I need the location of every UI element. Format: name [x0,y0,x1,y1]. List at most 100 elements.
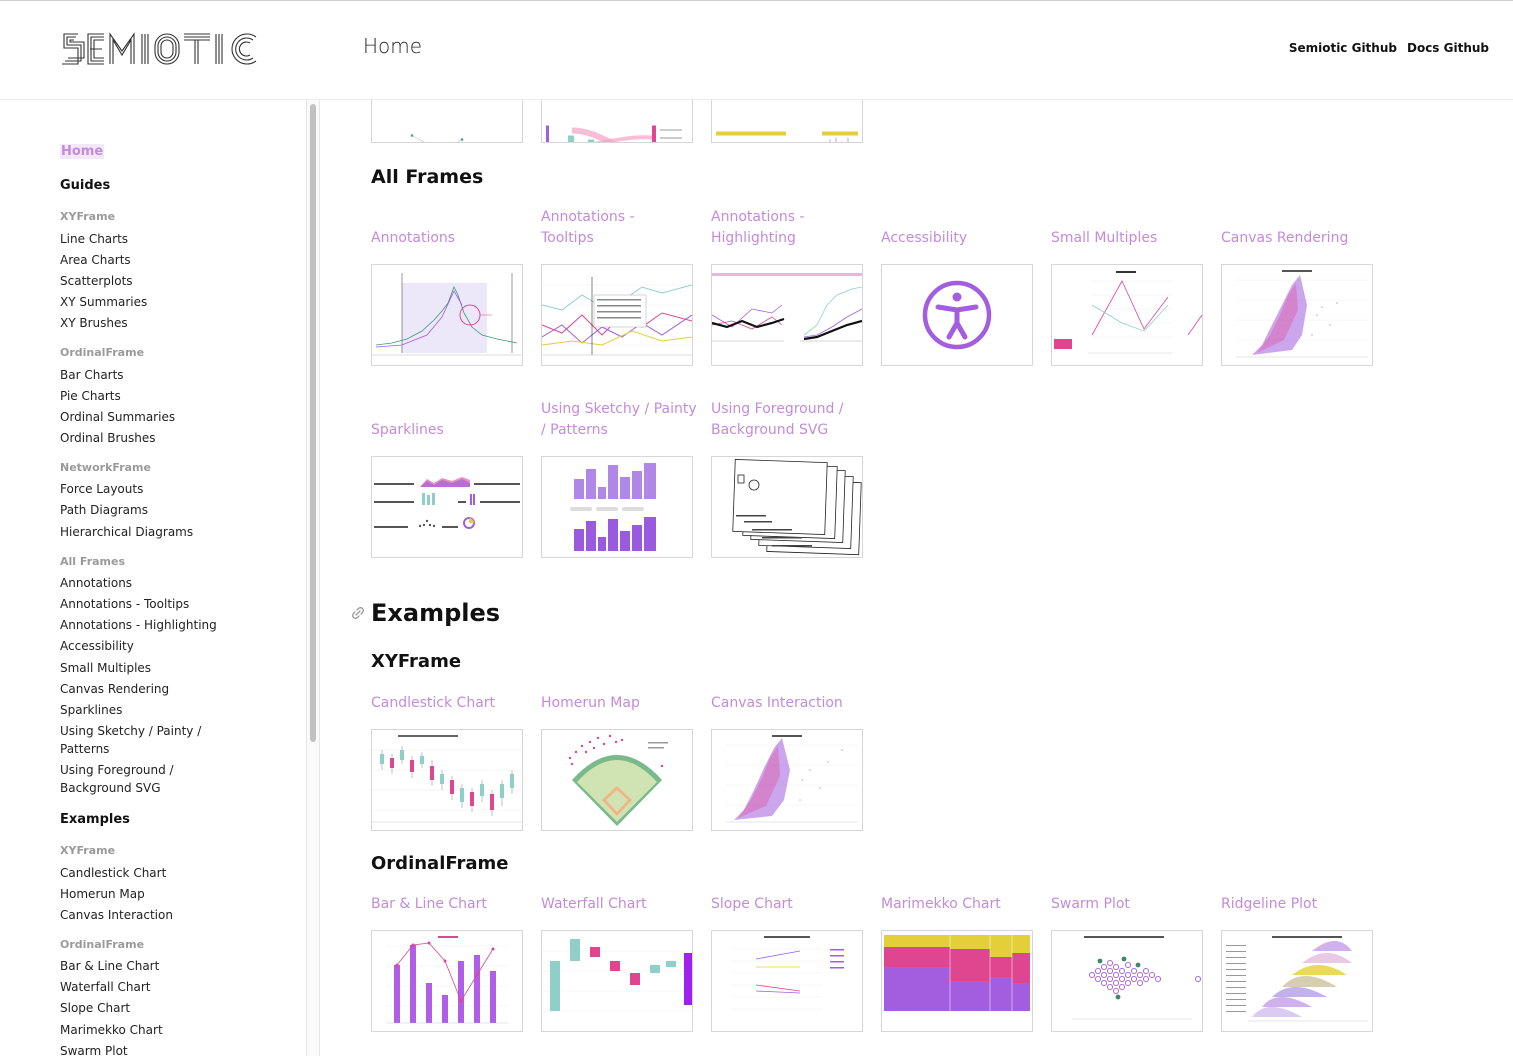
thumb-annotations[interactable] [371,264,523,366]
thumb-foreground[interactable] [711,456,863,558]
sidebar-item-bar-charts[interactable]: Bar Charts [60,368,124,382]
bar-line-chart-icon [386,936,508,1024]
thumb-small-multiples[interactable] [1051,264,1203,366]
sidebar-item-sketchy-line1[interactable]: Using Sketchy / Painty / [60,724,202,738]
sidebar-item-path-diagrams[interactable]: Path Diagrams [60,503,148,517]
thumb-sankey-partial[interactable] [541,100,693,143]
baseball-field-icon [568,734,668,826]
card-title-candlestick-chart[interactable]: Candlestick Chart [371,695,496,711]
swarm-plot-icon [1072,936,1202,1020]
sidebar-group-all-frames[interactable]: All Frames [60,555,126,568]
sidebar-item-homerun-map[interactable]: Homerun Map [60,887,145,901]
card-title-slope-chart[interactable]: Slope Chart [711,896,793,912]
sidebar-item-hierarchical-diagrams[interactable]: Hierarchical Diagrams [60,525,194,539]
sidebar-item-ordinal-brushes[interactable]: Ordinal Brushes [60,431,156,445]
thumb-canvas-interaction[interactable] [711,729,863,831]
sidebar-item-sketchy-line2[interactable]: Patterns [60,742,110,756]
card-title-annotations[interactable]: Annotations [371,230,456,246]
thumb-marimekko-chart[interactable] [881,930,1033,1032]
accessibility-icon [922,280,992,350]
sidebar-item-foreground-line2[interactable]: Background SVG [60,781,161,795]
card-title-accessibility[interactable]: Accessibility [881,230,968,246]
sidebar-item-area-charts[interactable]: Area Charts [60,253,131,267]
sidebar-item-canvas-interaction[interactable]: Canvas Interaction [60,908,173,922]
card-title-canvas-interaction[interactable]: Canvas Interaction [711,695,843,711]
thumb-homerun-map[interactable] [541,729,693,831]
card-title-marimekko-chart[interactable]: Marimekko Chart [881,896,1001,912]
card-title-highlighting-line2[interactable]: Highlighting [711,230,796,246]
sidebar-item-scatterplots[interactable]: Scatterplots [60,274,133,288]
sidebar-group-networkframe[interactable]: NetworkFrame [60,461,151,474]
semiotic-logo[interactable] [60,29,260,69]
card-title-sketchy-line2[interactable]: / Patterns [541,422,608,438]
thumb-candlestick-chart[interactable] [371,729,523,831]
sidebar-item-bar-line-chart[interactable]: Bar & Line Chart [60,959,160,973]
thumb-sparklines[interactable] [371,456,523,558]
thumb-waterfall-chart[interactable] [541,930,693,1032]
card-title-small-multiples[interactable]: Small Multiples [1051,230,1158,246]
thumb-slope-chart[interactable] [711,930,863,1032]
card-title-homerun-map[interactable]: Homerun Map [541,695,640,711]
sidebar-item-marimekko-chart[interactable]: Marimekko Chart [60,1023,163,1037]
sidebar-item-candlestick-chart[interactable]: Candlestick Chart [60,866,167,880]
sidebar-item-xy-summaries[interactable]: XY Summaries [60,295,148,309]
sidebar-item-foreground-line1[interactable]: Using Foreground / [60,763,174,777]
page-title: Home [363,34,423,58]
sidebar-group-ex-ordinalframe[interactable]: OrdinalFrame [60,938,145,951]
thumb-bar-line-chart[interactable] [371,930,523,1032]
card-title-ridgeline-plot[interactable]: Ridgeline Plot [1221,896,1318,912]
thumb-highlighting[interactable] [711,264,863,366]
thumb-swarm-plot[interactable] [1051,930,1203,1032]
github-links: Semiotic Github Docs Github [1289,41,1489,55]
card-title-foreground-line2[interactable]: Background SVG [711,422,829,438]
canvas-scatter-chart-icon [1236,270,1368,358]
slope-chart-icon [732,936,844,1010]
docs-github-link[interactable]: Docs Github [1406,41,1489,55]
sidebar-item-swarm-plot[interactable]: Swarm Plot [60,1044,128,1056]
thumb-accessibility[interactable] [881,264,1033,366]
card-title-waterfall-chart[interactable]: Waterfall Chart [541,896,647,912]
sidebar-item-canvas-rendering[interactable]: Canvas Rendering [60,682,170,696]
sparklines-icon [374,477,520,529]
card-title-tooltips-line1[interactable]: Annotations - [541,209,635,225]
card-title-canvas-rendering[interactable]: Canvas Rendering [1221,230,1349,246]
sidebar-item-annotations-tooltips[interactable]: Annotations - Tooltips [60,597,190,611]
sidebar-item-small-multiples[interactable]: Small Multiples [60,661,152,675]
thumb-sketchy[interactable] [541,456,693,558]
sidebar-item-line-charts[interactable]: Line Charts [60,232,129,246]
sidebar-group-xyframe[interactable]: XYFrame [60,210,116,223]
sidebar-section-guides[interactable]: Guides [60,178,111,193]
sidebar-item-accessibility[interactable]: Accessibility [60,639,134,653]
sidebar-scrollbar-thumb[interactable] [310,104,316,742]
card-title-swarm-plot[interactable]: Swarm Plot [1051,896,1130,912]
thumb-ridgeline-plot[interactable] [1221,930,1373,1032]
sidebar-item-force-layouts[interactable]: Force Layouts [60,482,144,496]
sidebar-item-ordinal-summaries[interactable]: Ordinal Summaries [60,410,176,424]
sidebar-item-annotations-highlighting[interactable]: Annotations - Highlighting [60,618,217,632]
card-title-bar-line-chart[interactable]: Bar & Line Chart [371,896,487,912]
sidebar-item-pie-charts[interactable]: Pie Charts [60,389,121,403]
thumb-tooltips[interactable] [541,264,693,366]
examples-heading: Examples [371,599,501,627]
sidebar-item-xy-brushes[interactable]: XY Brushes [60,316,128,330]
sidebar-item-waterfall-chart[interactable]: Waterfall Chart [60,980,151,994]
card-title-tooltips-line2[interactable]: Tooltips [541,230,594,246]
card-title-foreground-line1[interactable]: Using Foreground / [711,401,844,417]
sidebar-item-slope-chart[interactable]: Slope Chart [60,1001,131,1015]
thumb-network-partial[interactable] [371,100,523,143]
waterfall-chart-icon [542,939,692,1012]
card-title-sparklines[interactable]: Sparklines [371,422,444,438]
sidebar-item-annotations[interactable]: Annotations [60,576,133,590]
sidebar-group-ex-xyframe[interactable]: XYFrame [60,844,116,857]
card-title-sketchy-line1[interactable]: Using Sketchy / Painty [541,401,697,417]
semiotic-github-link[interactable]: Semiotic Github [1288,41,1397,55]
examples-ordinalframe-heading: OrdinalFrame [371,853,509,874]
sidebar-group-ordinalframe[interactable]: OrdinalFrame [60,346,145,359]
card-title-highlighting-line1[interactable]: Annotations - [711,209,805,225]
thumb-timeline-partial[interactable] [711,100,863,143]
thumb-canvas-rendering[interactable] [1221,264,1373,366]
sidebar-item-home[interactable]: Home [60,144,105,159]
sidebar-item-sparklines[interactable]: Sparklines [60,703,123,717]
sidebar-section-examples[interactable]: Examples [60,812,130,827]
link-anchor-icon[interactable] [350,605,366,621]
